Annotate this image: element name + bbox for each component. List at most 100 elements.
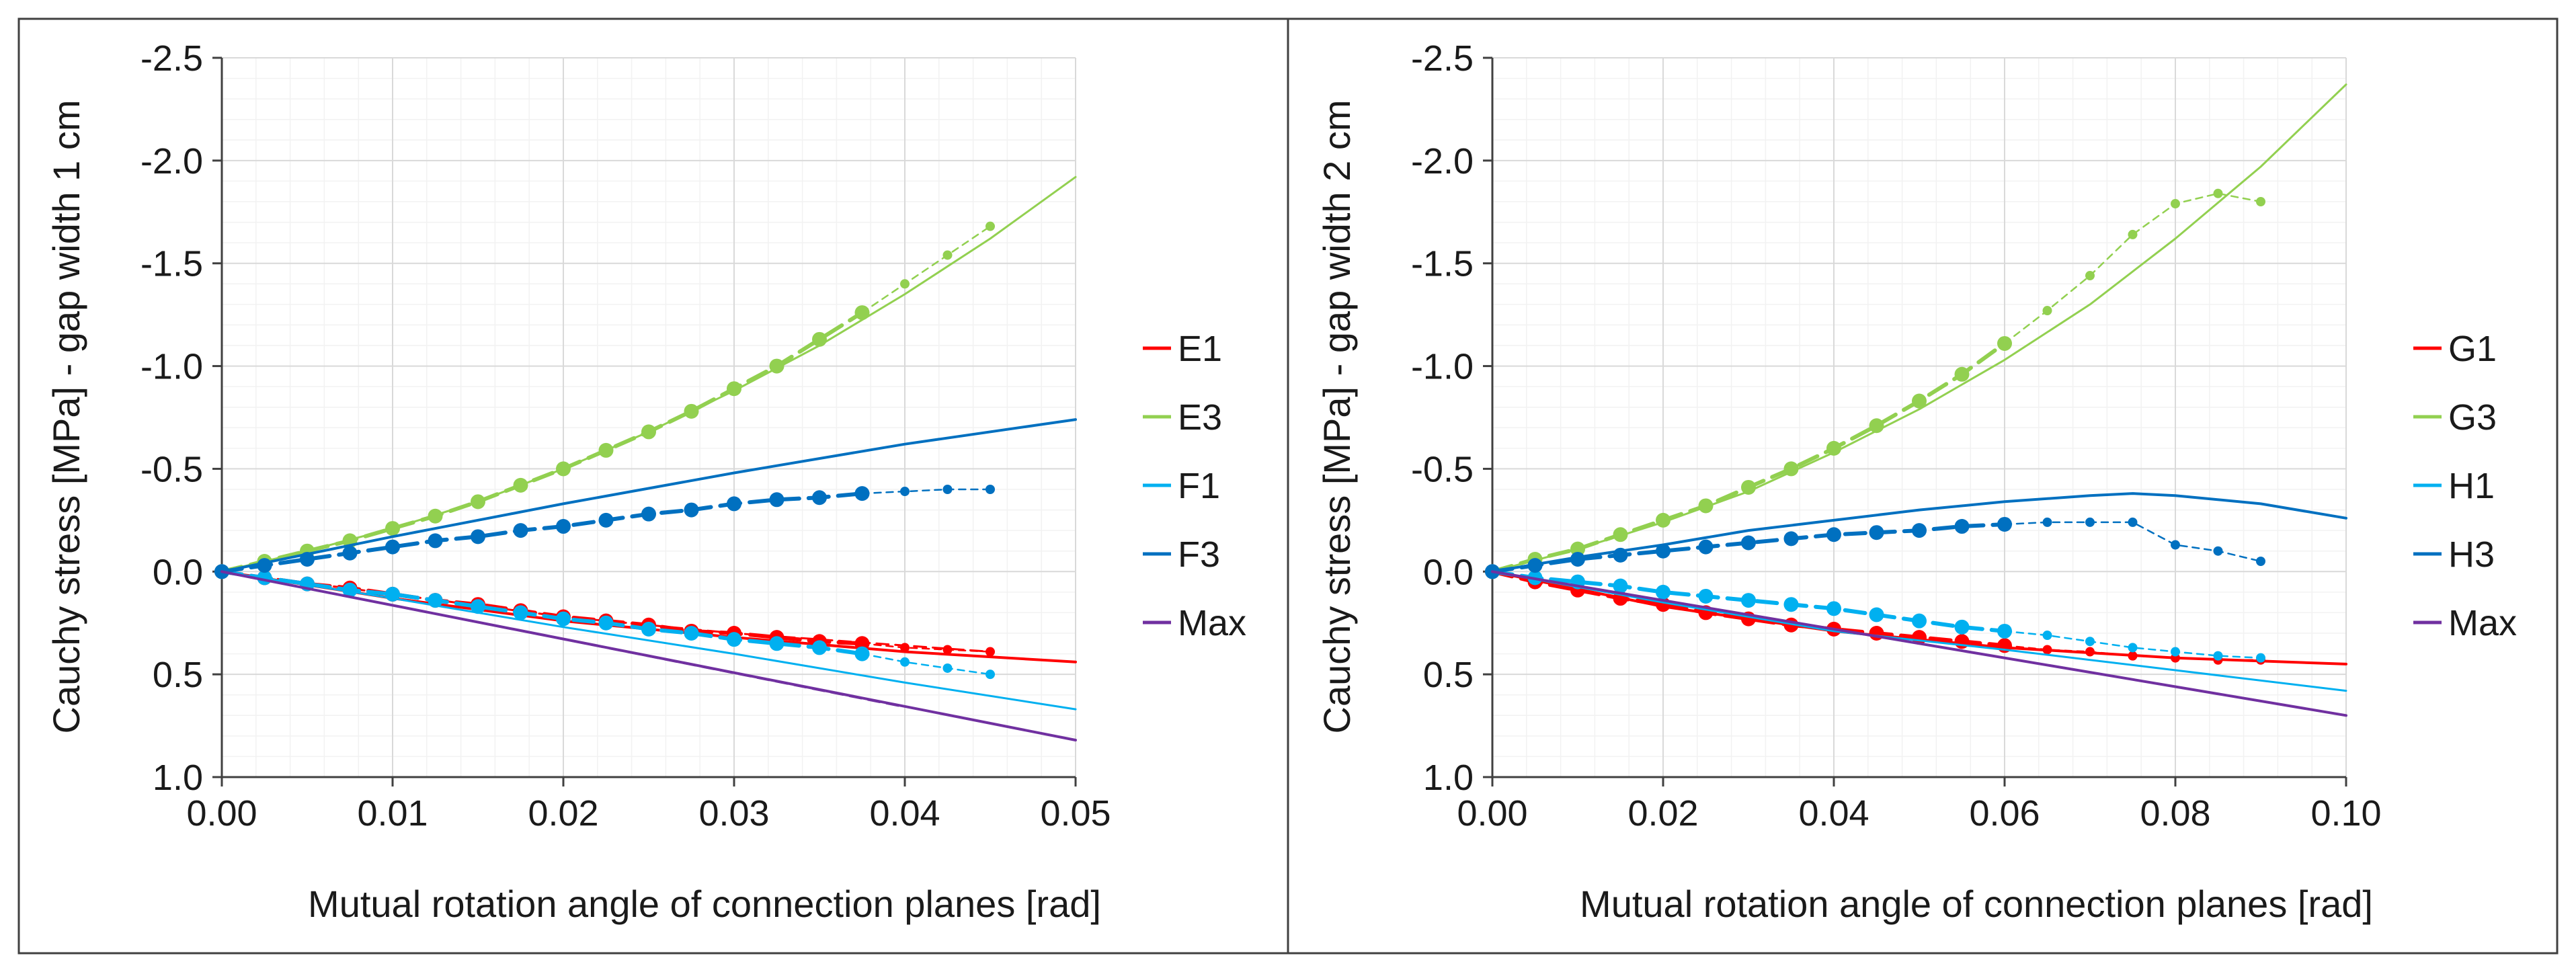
right-point-g1-test-ext (2085, 647, 2095, 657)
right-y-tick-label: 0.5 (1423, 655, 1474, 695)
left-point-e3-test (556, 461, 571, 477)
right-legend-label-h1: H1 (2448, 466, 2495, 506)
left-point-f3-test (684, 502, 699, 518)
right-point-h1-test-ext (2000, 626, 2009, 636)
left-point-e1-test-ext (900, 643, 910, 653)
right-point-g3-test-ext (2171, 199, 2180, 209)
right-x-tick-label: 0.00 (1457, 793, 1527, 834)
left-point-e3-test-ext (985, 221, 995, 231)
right-point-g3-test (1613, 527, 1628, 542)
left-point-f3-test (556, 519, 571, 534)
left-series-f3-test-ext (861, 488, 992, 495)
left-y-tick-label: 0.5 (153, 655, 203, 695)
right-point-h3-test-ext (2128, 517, 2138, 527)
right-point-g3-test (1912, 393, 1927, 409)
right-point-h3-test (1954, 519, 1970, 534)
right-point-g3-test (1783, 461, 1799, 477)
right-point-h3-test (1912, 523, 1927, 538)
left-point-f3-test (385, 539, 400, 555)
right-point-h1-test-ext (2085, 637, 2095, 647)
right-point-h3-test (1826, 527, 1841, 542)
right-point-h1-test (1698, 588, 1714, 604)
left-x-tick-label: 0.03 (698, 793, 769, 834)
right-y-tick-label: -2.5 (1411, 38, 1474, 79)
left-point-f3-test (513, 523, 528, 538)
left-point-f1-test-ext (857, 649, 867, 659)
right-point-h1-test (1912, 613, 1927, 629)
right-point-h1-test (1869, 607, 1884, 622)
left-point-f3-test-ext (942, 485, 953, 494)
left-x-tick-label: 0.01 (357, 793, 428, 834)
right-y-tick-label: -2.0 (1411, 141, 1474, 182)
left-series-max-dashed (220, 571, 906, 709)
left-grid (221, 57, 1076, 778)
right-point-h1-test-ext (2256, 653, 2265, 663)
right-point-h3-test (1698, 539, 1714, 555)
right-point-g3-test (1826, 440, 1841, 456)
left-point-e3-test (385, 521, 400, 536)
left-legend-label-f1: F1 (1178, 466, 1220, 506)
right-point-h1-test (1741, 593, 1756, 608)
left-point-e3-test (641, 424, 656, 440)
left-point-f1-test-ext (900, 657, 910, 667)
right-point-g3-test (1698, 498, 1714, 514)
left-point-e1-test-ext (985, 647, 995, 657)
right-y-tick-label: 0.0 (1423, 552, 1474, 592)
left-point-f1-test (556, 611, 571, 627)
right-point-h3-test-ext (2000, 519, 2009, 529)
left-series-f3-model (220, 418, 1077, 573)
left-legend-label-f3: F3 (1178, 534, 1220, 575)
left-point-f3-test (727, 496, 741, 512)
right-y-tick-label: 1.0 (1423, 758, 1474, 798)
right-legend-label-g3: G3 (2448, 397, 2497, 438)
right-point-h1-test-ext (2171, 647, 2180, 657)
right-point-h1-test (1826, 601, 1841, 616)
right-point-h3-test (1783, 531, 1799, 547)
right-x-tick-label: 0.06 (1969, 793, 2040, 834)
right-point-h3-test (1527, 558, 1543, 573)
left-point-e1-test-ext (942, 645, 953, 655)
left-point-f1-test-ext (985, 670, 995, 680)
left-point-f3-test (342, 545, 358, 561)
right-point-g3-test-ext (2042, 306, 2052, 316)
left-point-f3-test-ext (985, 485, 995, 494)
right-point-g3-test (1570, 541, 1585, 557)
left-point-f1-test (684, 626, 699, 641)
right-y-tick-label: -0.5 (1411, 449, 1474, 489)
right-point-h3-test (1741, 535, 1756, 551)
right-point-h3-test-ext (2171, 540, 2180, 550)
right-point-g1-test-ext (2128, 651, 2138, 661)
left-legend-label-e1: E1 (1178, 329, 1222, 369)
right-point-g3-test (1869, 418, 1884, 434)
right-series-max-dashed (1491, 571, 2262, 702)
left-point-e3-test-ext (942, 250, 953, 260)
left-legend-label-max: Max (1178, 603, 1246, 643)
left-point-e3-test (471, 494, 485, 510)
right-point-g3-test-ext (2256, 197, 2265, 206)
left-y-tick-label: -2.0 (140, 141, 203, 182)
left-point-e3-test-ext (900, 279, 910, 289)
left-point-f1-test (727, 632, 741, 647)
left-chart-panel: Cauchy stress [MPa] - gap width 1 cm Mut… (45, 38, 1246, 925)
right-point-h3-test (1656, 543, 1671, 559)
right-point-h3-test-ext (2085, 517, 2095, 527)
left-series-f3-test (220, 491, 864, 574)
right-legend-label-g1: G1 (2448, 329, 2497, 369)
left-point-f3-test (300, 551, 315, 567)
right-point-h1-test-ext (2213, 651, 2223, 661)
right-y-tick-label: -1.5 (1411, 244, 1474, 284)
right-point-g1-test-ext (2042, 645, 2052, 655)
left-series-f1-test (220, 569, 864, 656)
left-y-tick-label: -1.0 (140, 347, 203, 387)
left-point-f3-test-ext (900, 487, 910, 497)
left-x-axis-title: Mutual rotation angle of connection plan… (308, 883, 1101, 925)
left-point-f1-test (641, 621, 656, 637)
right-point-h3-test (1613, 547, 1628, 563)
right-x-axis-title: Mutual rotation angle of connection plan… (1580, 883, 2373, 925)
left-series-f1-test-ext (861, 653, 992, 676)
right-point-g1-test-ext (2000, 641, 2009, 651)
left-series-e3-test (220, 311, 864, 574)
left-point-e3-test (513, 477, 528, 493)
right-legend-label-max: Max (2448, 603, 2517, 643)
right-point-h1-test (1954, 619, 1970, 635)
